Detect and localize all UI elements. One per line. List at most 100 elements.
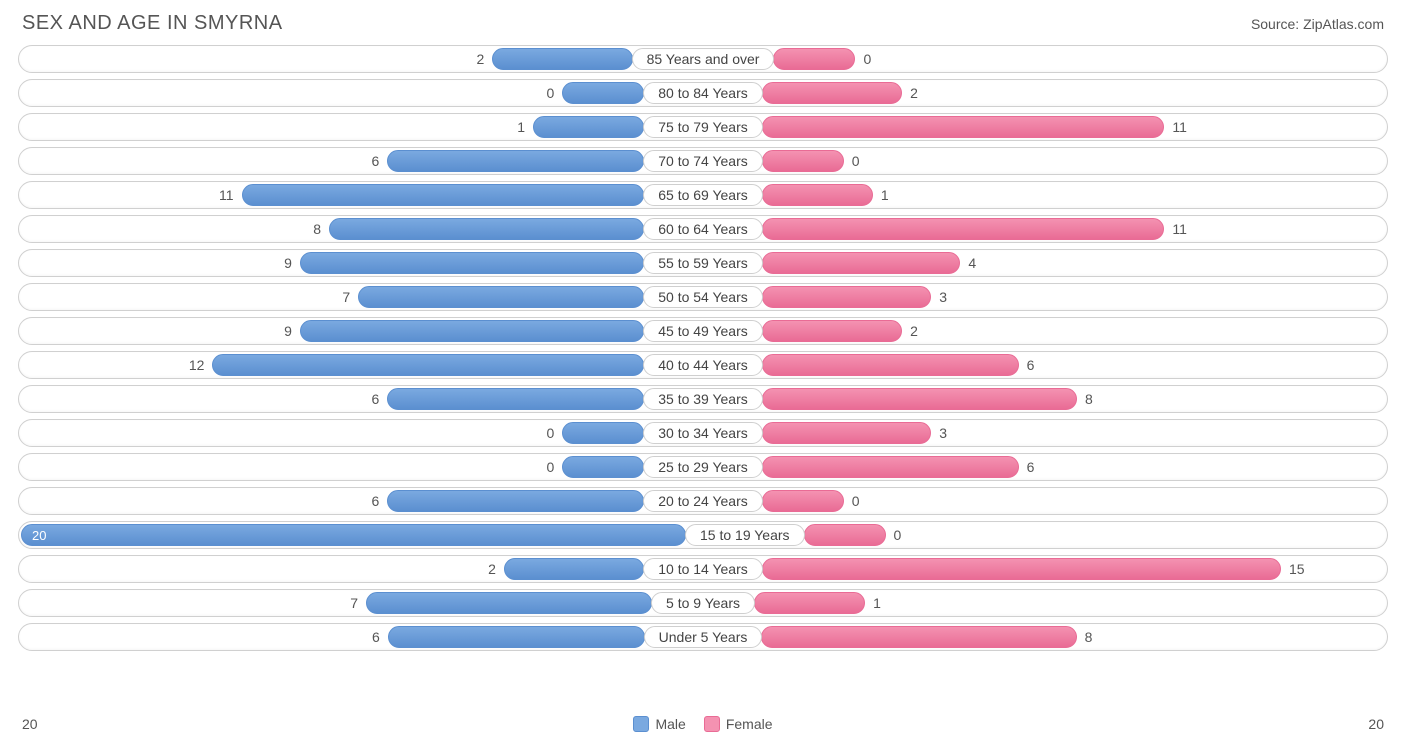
female-value: 1 <box>873 595 881 611</box>
male-value: 2 <box>488 561 496 577</box>
female-value: 6 <box>1027 357 1035 373</box>
female-half: 0 <box>804 524 1385 546</box>
female-value: 8 <box>1085 629 1093 645</box>
male-half: 20 <box>21 524 686 546</box>
age-label: 70 to 74 Years <box>643 150 763 172</box>
female-value: 11 <box>1172 221 1187 237</box>
male-half: 0 <box>21 422 644 444</box>
female-half: 3 <box>762 422 1385 444</box>
age-label: 10 to 14 Years <box>643 558 763 580</box>
male-half: 9 <box>21 252 644 274</box>
female-bar <box>762 354 1019 376</box>
axis-left-max: 20 <box>22 716 38 732</box>
pyramid-chart: 285 Years and over0080 to 84 Years2175 t… <box>18 45 1388 710</box>
age-label: Under 5 Years <box>644 626 763 648</box>
chart-row: 955 to 59 Years4 <box>18 249 1388 277</box>
female-bar <box>762 388 1077 410</box>
female-bar <box>762 490 844 512</box>
female-half: 4 <box>762 252 1385 274</box>
female-half: 6 <box>762 354 1385 376</box>
age-label: 30 to 34 Years <box>643 422 763 444</box>
female-bar <box>762 456 1019 478</box>
male-half: 6 <box>21 490 644 512</box>
age-label: 55 to 59 Years <box>643 252 763 274</box>
male-half: 7 <box>21 286 644 308</box>
male-bar <box>492 48 632 70</box>
male-half: 8 <box>21 218 644 240</box>
chart-row: 025 to 29 Years6 <box>18 453 1388 481</box>
axis-right-max: 20 <box>1368 716 1384 732</box>
male-value: 20 <box>32 528 46 543</box>
chart-row: 11 65 to 69 Years 1 <box>18 181 1388 209</box>
chart-footer: 20 Male Female 20 <box>18 716 1388 732</box>
chart-row: 6Under 5 Years8 <box>18 623 1388 651</box>
female-value: 8 <box>1085 391 1093 407</box>
chart-row: 6 20 to 24 Years 0 <box>18 487 1388 515</box>
female-value: 0 <box>894 527 902 543</box>
legend-swatch-female <box>704 716 720 732</box>
chart-row: 945 to 49 Years2 <box>18 317 1388 345</box>
female-bar <box>762 320 902 342</box>
female-half: 0 <box>762 490 1385 512</box>
male-bar: 20 <box>21 524 686 546</box>
age-label: 40 to 44 Years <box>643 354 763 376</box>
male-value: 6 <box>372 391 380 407</box>
male-bar <box>562 82 644 104</box>
legend: Male Female <box>633 716 772 732</box>
female-bar <box>762 150 844 172</box>
legend-label-male: Male <box>655 716 685 732</box>
female-bar <box>761 626 1076 648</box>
male-value: 0 <box>546 425 554 441</box>
chart-row: 635 to 39 Years8 <box>18 385 1388 413</box>
female-value: 0 <box>863 51 871 67</box>
female-half: 15 <box>762 558 1385 580</box>
male-half: 11 <box>21 184 644 206</box>
male-bar <box>212 354 644 376</box>
chart-title: SEX AND AGE IN SMYRNA <box>22 12 283 35</box>
male-value: 11 <box>219 187 234 203</box>
chart-row: 0 30 to 34 Years 3 <box>18 419 1388 447</box>
female-bar <box>762 82 902 104</box>
age-label: 65 to 69 Years <box>643 184 763 206</box>
male-value: 9 <box>284 323 292 339</box>
female-value: 3 <box>939 425 947 441</box>
male-value: 8 <box>313 221 321 237</box>
female-value: 15 <box>1289 561 1305 577</box>
male-value: 6 <box>372 493 380 509</box>
female-half: 8 <box>762 388 1385 410</box>
legend-swatch-male <box>633 716 649 732</box>
female-half: 0 <box>773 48 1385 70</box>
legend-label-female: Female <box>726 716 773 732</box>
age-label: 50 to 54 Years <box>643 286 763 308</box>
chart-source: Source: ZipAtlas.com <box>1251 16 1384 32</box>
male-half: 6 <box>21 150 644 172</box>
chart-row: 670 to 74 Years 0 <box>18 147 1388 175</box>
male-bar <box>300 320 644 342</box>
male-bar <box>300 252 644 274</box>
chart-row: 75 to 9 Years1 <box>18 589 1388 617</box>
chart-row: 175 to 79 Years11 <box>18 113 1388 141</box>
female-value: 0 <box>852 493 860 509</box>
female-value: 2 <box>910 85 918 101</box>
male-half: 9 <box>21 320 644 342</box>
male-bar <box>533 116 644 138</box>
age-label: 20 to 24 Years <box>643 490 763 512</box>
male-half: 6 <box>21 388 644 410</box>
age-label: 15 to 19 Years <box>685 524 805 546</box>
chart-row: 750 to 54 Years 3 <box>18 283 1388 311</box>
male-value: 0 <box>546 459 554 475</box>
age-label: 25 to 29 Years <box>643 456 763 478</box>
male-half: 12 <box>21 354 644 376</box>
female-half: 11 <box>762 116 1385 138</box>
female-value: 0 <box>852 153 860 169</box>
female-bar <box>754 592 865 614</box>
chart-row: 860 to 64 Years11 <box>18 215 1388 243</box>
male-value: 12 <box>189 357 205 373</box>
age-label: 75 to 79 Years <box>643 116 763 138</box>
male-half: 2 <box>21 558 644 580</box>
legend-item-male: Male <box>633 716 685 732</box>
female-value: 1 <box>881 187 889 203</box>
chart-row: 20 15 to 19 Years 0 <box>18 521 1388 549</box>
male-bar <box>358 286 644 308</box>
female-value: 3 <box>939 289 947 305</box>
